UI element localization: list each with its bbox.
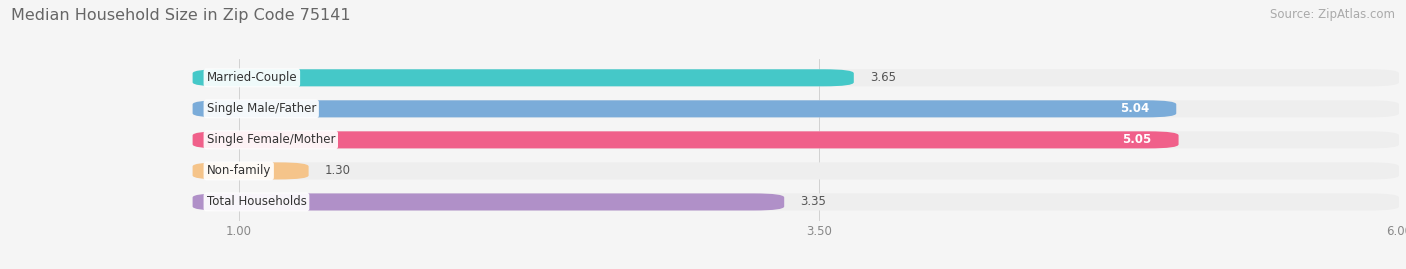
FancyBboxPatch shape: [193, 162, 1399, 179]
FancyBboxPatch shape: [193, 131, 1178, 148]
Text: 5.05: 5.05: [1122, 133, 1152, 146]
FancyBboxPatch shape: [193, 100, 1177, 117]
Text: Single Female/Mother: Single Female/Mother: [207, 133, 335, 146]
Text: 3.65: 3.65: [870, 71, 896, 84]
Text: Married-Couple: Married-Couple: [207, 71, 297, 84]
FancyBboxPatch shape: [193, 193, 1399, 211]
Text: Non-family: Non-family: [207, 164, 271, 178]
Text: Median Household Size in Zip Code 75141: Median Household Size in Zip Code 75141: [11, 8, 352, 23]
FancyBboxPatch shape: [193, 69, 1399, 86]
FancyBboxPatch shape: [193, 162, 309, 179]
Text: Single Male/Father: Single Male/Father: [207, 102, 316, 115]
FancyBboxPatch shape: [193, 193, 785, 211]
Text: 1.30: 1.30: [325, 164, 352, 178]
Text: Source: ZipAtlas.com: Source: ZipAtlas.com: [1270, 8, 1395, 21]
FancyBboxPatch shape: [193, 100, 1399, 117]
Text: 5.04: 5.04: [1119, 102, 1149, 115]
Text: 3.35: 3.35: [800, 196, 827, 208]
FancyBboxPatch shape: [193, 131, 1399, 148]
FancyBboxPatch shape: [193, 69, 853, 86]
Text: Total Households: Total Households: [207, 196, 307, 208]
